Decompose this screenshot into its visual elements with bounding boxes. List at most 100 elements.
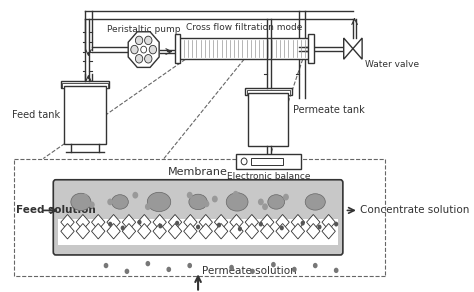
Polygon shape	[276, 223, 289, 239]
Bar	[174, 34, 181, 63]
Polygon shape	[137, 223, 151, 239]
Polygon shape	[344, 38, 353, 59]
Circle shape	[250, 269, 255, 274]
Circle shape	[233, 191, 239, 198]
Polygon shape	[61, 223, 74, 239]
Bar	[248, 93, 289, 146]
Circle shape	[280, 225, 284, 230]
Circle shape	[136, 55, 143, 63]
Circle shape	[217, 223, 221, 227]
Polygon shape	[322, 223, 335, 239]
Circle shape	[145, 203, 151, 210]
Text: Peristaltic pump: Peristaltic pump	[107, 25, 181, 34]
Text: Feed tank: Feed tank	[12, 110, 60, 120]
Polygon shape	[307, 223, 320, 239]
Ellipse shape	[226, 193, 248, 211]
Polygon shape	[107, 215, 120, 230]
Text: Cross flow filtration mode: Cross flow filtration mode	[186, 23, 302, 32]
FancyBboxPatch shape	[53, 180, 343, 255]
Polygon shape	[61, 215, 74, 230]
Circle shape	[229, 265, 234, 270]
Bar	[251, 158, 283, 165]
Circle shape	[107, 199, 113, 205]
Circle shape	[334, 268, 338, 273]
Text: Permeate tank: Permeate tank	[292, 105, 365, 115]
Bar	[246, 90, 290, 95]
Circle shape	[318, 225, 321, 230]
Circle shape	[187, 263, 192, 268]
Polygon shape	[91, 223, 105, 239]
Circle shape	[258, 199, 264, 205]
Polygon shape	[199, 215, 212, 230]
Circle shape	[162, 197, 167, 203]
Circle shape	[313, 263, 318, 268]
Circle shape	[283, 194, 289, 201]
Circle shape	[132, 192, 138, 199]
Ellipse shape	[71, 193, 91, 211]
Polygon shape	[153, 223, 166, 239]
Circle shape	[187, 192, 192, 199]
Ellipse shape	[189, 194, 207, 210]
Circle shape	[259, 222, 263, 227]
Text: Feed solution: Feed solution	[16, 205, 95, 215]
Bar	[236, 154, 301, 169]
Bar	[308, 34, 314, 63]
Circle shape	[121, 225, 125, 230]
Polygon shape	[122, 215, 136, 230]
Circle shape	[334, 222, 338, 227]
Polygon shape	[128, 32, 159, 67]
Polygon shape	[276, 215, 289, 230]
Polygon shape	[91, 215, 105, 230]
Polygon shape	[230, 223, 243, 239]
Bar	[58, 219, 338, 245]
Polygon shape	[76, 215, 90, 230]
Circle shape	[241, 158, 247, 165]
Circle shape	[262, 203, 268, 210]
Polygon shape	[137, 215, 151, 230]
Ellipse shape	[147, 192, 171, 212]
Polygon shape	[153, 215, 166, 230]
Text: Concentrate solution: Concentrate solution	[360, 205, 470, 215]
Polygon shape	[230, 215, 243, 230]
Polygon shape	[184, 215, 197, 230]
Circle shape	[131, 45, 138, 54]
Circle shape	[104, 263, 109, 268]
Polygon shape	[353, 38, 362, 59]
Circle shape	[203, 201, 210, 207]
Polygon shape	[214, 223, 228, 239]
Polygon shape	[214, 215, 228, 230]
Bar	[177, 38, 311, 59]
Circle shape	[212, 196, 218, 202]
Polygon shape	[322, 215, 335, 230]
Polygon shape	[291, 223, 305, 239]
Circle shape	[89, 201, 95, 208]
Circle shape	[166, 267, 171, 272]
Ellipse shape	[111, 195, 128, 209]
Bar	[63, 83, 108, 88]
Circle shape	[136, 36, 143, 45]
Circle shape	[271, 262, 276, 267]
Ellipse shape	[305, 194, 325, 210]
Bar	[64, 86, 106, 144]
Polygon shape	[307, 215, 320, 230]
Circle shape	[125, 269, 129, 274]
Polygon shape	[107, 223, 120, 239]
Circle shape	[292, 267, 297, 272]
Text: Permeate solution: Permeate solution	[202, 266, 297, 276]
Polygon shape	[184, 223, 197, 239]
Circle shape	[196, 225, 200, 230]
Text: Water valve: Water valve	[365, 60, 419, 69]
Circle shape	[301, 221, 305, 225]
Polygon shape	[245, 215, 258, 230]
Circle shape	[141, 46, 146, 53]
Circle shape	[82, 194, 88, 201]
Bar	[61, 81, 109, 88]
Ellipse shape	[268, 195, 284, 209]
Circle shape	[145, 36, 152, 45]
Circle shape	[137, 220, 142, 225]
Circle shape	[149, 45, 156, 54]
Text: Electronic balance: Electronic balance	[227, 172, 310, 181]
Circle shape	[158, 224, 163, 228]
Circle shape	[108, 222, 112, 227]
Text: Membrane: Membrane	[168, 167, 228, 177]
